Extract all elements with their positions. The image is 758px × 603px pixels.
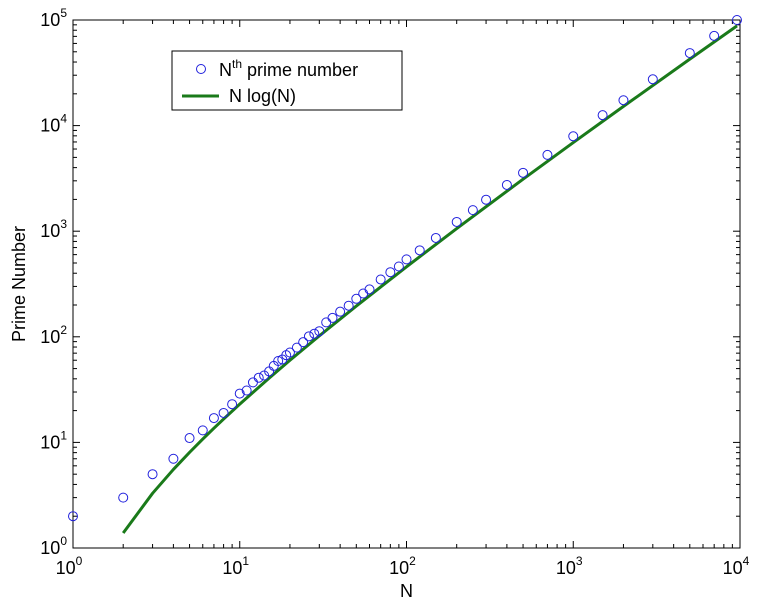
nth-prime-point (364, 284, 375, 295)
nth-prime-point (351, 293, 362, 304)
nth-prime-point (731, 15, 742, 26)
n-log-n-line (121, 24, 738, 534)
nth-prime-point (618, 95, 629, 106)
nth-prime-point (218, 407, 229, 418)
nth-prime-point (197, 425, 208, 436)
x-tick-label: 104 (723, 554, 750, 578)
series-n-log-n (121, 24, 738, 534)
nth-prime-point (314, 326, 325, 337)
legend-marker-nth-prime (196, 64, 206, 74)
legend-label-nth-prime-sup: th (232, 57, 242, 71)
nth-prime-point (393, 261, 404, 272)
nth-prime-point (281, 350, 292, 361)
y-tick-label: 102 (40, 323, 67, 347)
nth-prime-point (234, 388, 245, 399)
y-tick-label: 105 (40, 6, 67, 30)
y-tick-label: 101 (40, 428, 67, 452)
nth-prime-point (118, 492, 129, 503)
nth-prime-point (147, 469, 158, 480)
nth-prime-point (501, 179, 512, 190)
nth-prime-point (343, 300, 354, 311)
nth-prime-point (253, 372, 264, 383)
x-tick-labels: 100 101 102 103 104 (56, 554, 750, 578)
legend-box (171, 50, 403, 111)
legend-label-nth-prime: Nth prime number (219, 57, 358, 80)
nth-prime-point (184, 433, 195, 444)
nth-prime-point (335, 306, 346, 317)
nth-prime-point (273, 355, 284, 366)
nth-prime-point (385, 267, 396, 278)
nth-prime-point (709, 30, 720, 41)
nth-prime-point (401, 254, 412, 265)
nth-prime-point (284, 347, 295, 358)
legend-label-nth-prime-rest: prime number (242, 60, 358, 80)
y-tick-label: 104 (40, 112, 67, 136)
nth-prime-point (208, 413, 219, 424)
nth-prime-point (68, 511, 78, 522)
nth-prime-point (291, 342, 302, 353)
nth-prime-point (451, 216, 462, 227)
nth-prime-point (247, 377, 258, 388)
legend-label-n-log-n: N log(N) (229, 86, 296, 106)
y-tick-label: 100 (40, 534, 67, 558)
x-axis-label: N (400, 581, 413, 601)
nth-prime-point (241, 385, 252, 396)
nth-prime-point (568, 131, 579, 142)
nth-prime-point (358, 288, 369, 299)
nth-prime-point (321, 317, 332, 328)
nth-prime-point (414, 245, 425, 256)
nth-prime-point (481, 194, 492, 205)
y-tick-label: 103 (40, 217, 67, 241)
nth-prime-point (303, 331, 314, 342)
nth-prime-point (168, 453, 179, 464)
nth-prime-point (467, 205, 478, 216)
y-tick-labels: 100 101 102 103 104 105 (40, 6, 67, 558)
nth-prime-point (327, 312, 338, 323)
y-axis-label: Prime Number (9, 226, 29, 342)
nth-prime-point (518, 167, 529, 178)
series-nth-prime (68, 15, 742, 522)
nth-prime-point (298, 337, 309, 348)
x-tick-label: 101 (222, 554, 249, 578)
nth-prime-point (647, 74, 658, 85)
x-tick-label: 100 (56, 554, 83, 578)
legend-label-nth-prime-base: N (219, 60, 232, 80)
nth-prime-point (597, 110, 608, 121)
nth-prime-point (542, 149, 553, 160)
axis-ticks (72, 19, 741, 549)
x-tick-label: 103 (556, 554, 583, 578)
nth-prime-point (684, 48, 695, 59)
legend: Nth prime number N log(N) (171, 50, 403, 111)
x-tick-label: 102 (389, 554, 416, 578)
nth-prime-point (430, 232, 441, 243)
nth-prime-point (309, 328, 320, 339)
nth-prime-point (375, 274, 386, 285)
nth-prime-point (227, 399, 238, 410)
